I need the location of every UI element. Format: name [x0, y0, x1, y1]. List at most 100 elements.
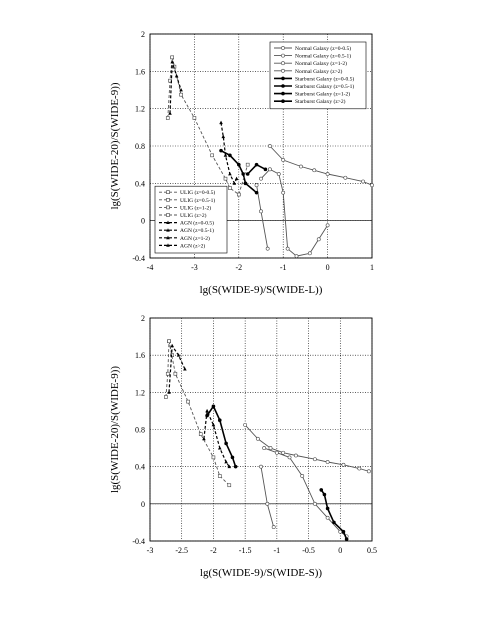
series-agn: [167, 343, 187, 394]
data-point: [186, 399, 190, 404]
series-line: [260, 466, 275, 528]
x-axis-label: lg(S(WIDE-9)/S(WIDE-S)): [200, 567, 323, 579]
y-tick-label: 0: [141, 217, 145, 226]
data-point: [281, 68, 285, 73]
data-point: [224, 441, 228, 446]
data-point: [325, 460, 330, 464]
data-point: [174, 74, 179, 78]
series-line: [168, 344, 186, 393]
y-tick-label: 0.8: [135, 426, 145, 435]
y-tick-label: 0.8: [135, 142, 145, 151]
data-point: [361, 179, 366, 184]
y-tick-label: 0.4: [135, 463, 145, 472]
data-point: [223, 176, 228, 181]
data-point: [217, 446, 222, 450]
data-point: [234, 176, 239, 181]
data-point: [198, 432, 203, 436]
legend-entry: Starburst Galaxy (z=0.5-1): [295, 83, 354, 90]
data-point: [221, 134, 226, 139]
data-point: [228, 172, 232, 176]
series-line: [260, 168, 328, 257]
series-ulig: [165, 55, 177, 120]
data-point: [370, 183, 374, 188]
data-point: [243, 181, 248, 186]
data-point: [267, 144, 272, 148]
data-point: [265, 501, 270, 506]
x-tick-label: -3: [191, 263, 198, 272]
data-point: [237, 162, 241, 167]
legend-bottom-left: ULIG (z=0-0.5)ULIG (z=0.5-1)ULIG (z=1-2)…: [154, 185, 228, 254]
data-point: [312, 168, 317, 173]
data-point: [165, 116, 170, 120]
data-point: [325, 515, 330, 520]
series-normal: [267, 144, 374, 188]
data-point: [202, 436, 206, 441]
chart-panel-1: -4 -3 -2 -1 0 1 -0.4 0 0.4 0.8 1.2 1.6 2 lg(S(WIDE-9)…: [109, 30, 374, 296]
data-point: [167, 390, 171, 394]
series-line: [220, 122, 238, 185]
data-point: [325, 223, 330, 228]
y-tick-label: 1.6: [135, 351, 145, 360]
data-point: [276, 172, 281, 176]
data-point: [219, 120, 223, 125]
data-point: [219, 148, 223, 153]
x-tick-label: -2.5: [175, 546, 188, 555]
data-point: [316, 237, 321, 242]
data-point: [267, 167, 272, 172]
data-point: [343, 175, 348, 180]
data-point: [281, 53, 285, 58]
data-point: [241, 172, 246, 176]
plot-frame: [149, 317, 373, 542]
x-tick-label: 1: [370, 263, 374, 272]
data-point: [245, 172, 250, 176]
data-point: [259, 176, 263, 181]
series-starburst: [245, 162, 268, 176]
data-point: [268, 446, 273, 450]
data-point: [166, 235, 170, 240]
data-point: [170, 343, 174, 348]
data-point: [243, 422, 248, 427]
x-tick-label: -3: [147, 546, 154, 555]
data-point: [224, 460, 228, 464]
data-point: [176, 353, 181, 357]
y-tick-label: -0.4: [132, 537, 145, 546]
data-point: [179, 92, 183, 97]
y-tick-label: 2: [141, 30, 145, 39]
data-point: [170, 60, 174, 64]
series-line: [165, 341, 173, 398]
legend-entry: AGN (z=0.5-1): [180, 227, 214, 234]
data-point: [166, 190, 170, 194]
data-point: [210, 153, 214, 158]
data-point: [332, 520, 336, 525]
legend-top-right: Normal Galaxy (z=0-0.5)Normal Galaxy (z=…: [269, 41, 367, 110]
data-point: [274, 450, 279, 455]
data-point: [227, 464, 232, 469]
data-point: [344, 537, 349, 541]
series-normal: [262, 446, 349, 539]
legend-entry: ULIG (z=1-2): [180, 204, 211, 211]
data-point: [233, 464, 238, 469]
x-tick-label: -2: [210, 546, 217, 555]
data-point: [170, 353, 174, 357]
series-normal: [254, 183, 270, 251]
data-point: [228, 186, 232, 190]
series-starburst: [205, 404, 238, 469]
data-point: [165, 371, 170, 376]
data-point: [265, 246, 270, 251]
data-point: [325, 172, 330, 176]
y-tick-label: 0.4: [135, 179, 145, 188]
data-point: [237, 192, 241, 197]
data-point: [281, 158, 286, 162]
data-point: [307, 251, 312, 256]
legend-entry: ULIG (z=0.5-1): [180, 197, 215, 204]
series-agn: [168, 60, 183, 115]
series-starburst: [219, 148, 259, 195]
chart-panel-2: -3 -2.5 -2 -1.5 -1 -0.5 0 0.5 -0.4 0 0.4 0.8 1.2 1.6 2…: [109, 314, 377, 579]
data-point: [166, 205, 170, 210]
series-line: [203, 408, 230, 468]
data-point: [179, 88, 183, 92]
data-point: [166, 213, 170, 217]
series-agn: [219, 120, 239, 185]
x-tick-label: -1: [274, 546, 281, 555]
